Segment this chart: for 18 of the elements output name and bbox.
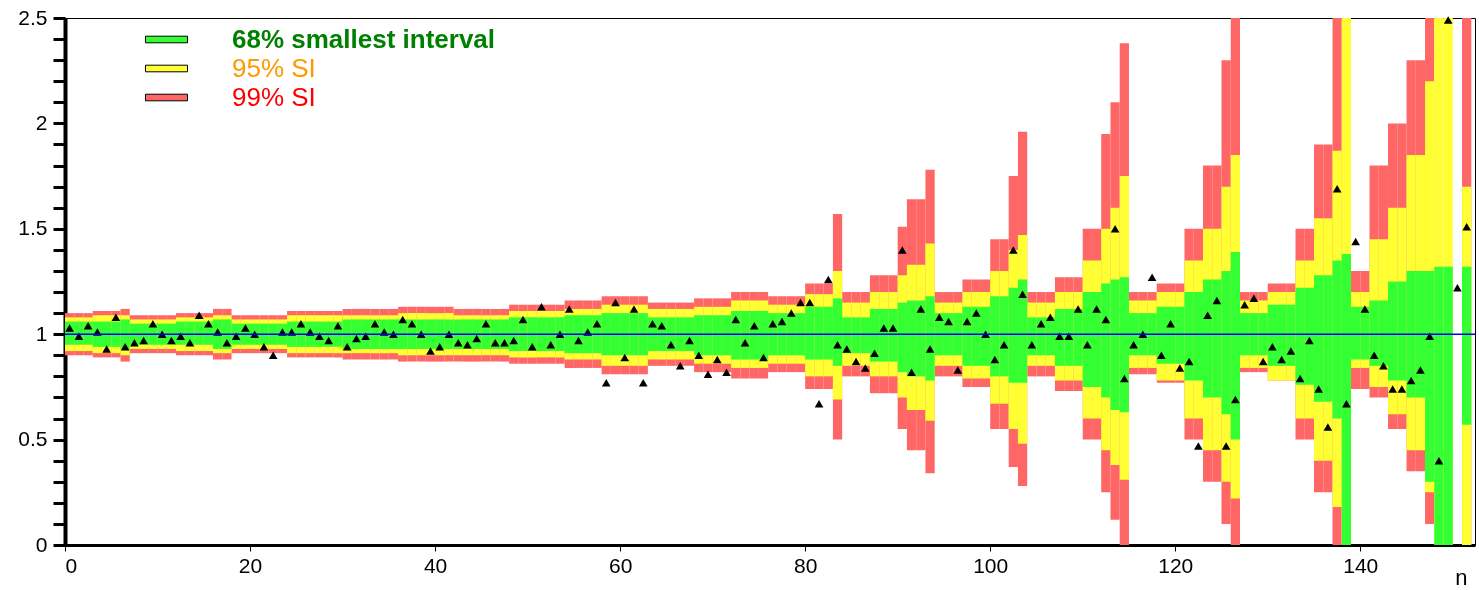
x-tick-label: 40 — [423, 553, 448, 577]
y-tick-label: 1.5 — [18, 216, 48, 240]
x-axis-title: n — [1455, 564, 1468, 590]
y-tick-label: 2 — [35, 110, 48, 134]
x-tick-label: 80 — [793, 553, 818, 577]
y-tick-label: 0.5 — [18, 427, 48, 451]
y-tick-label: 1 — [35, 321, 48, 345]
x-tick-label: 120 — [1158, 553, 1194, 577]
legend-label: 68% smallest interval — [232, 23, 496, 54]
x-tick-label: 60 — [608, 553, 633, 577]
legend-label: 95% SI — [232, 52, 316, 83]
x-tick-label: 0 — [65, 553, 78, 577]
y-tick-label: 0 — [35, 532, 48, 556]
y-tick-label: 2.5 — [18, 5, 48, 29]
x-tick-label: 100 — [973, 553, 1009, 577]
x-tick-label: 140 — [1343, 553, 1379, 577]
x-tick-label: 20 — [238, 553, 263, 577]
legend-label: 99% SI — [232, 81, 316, 112]
